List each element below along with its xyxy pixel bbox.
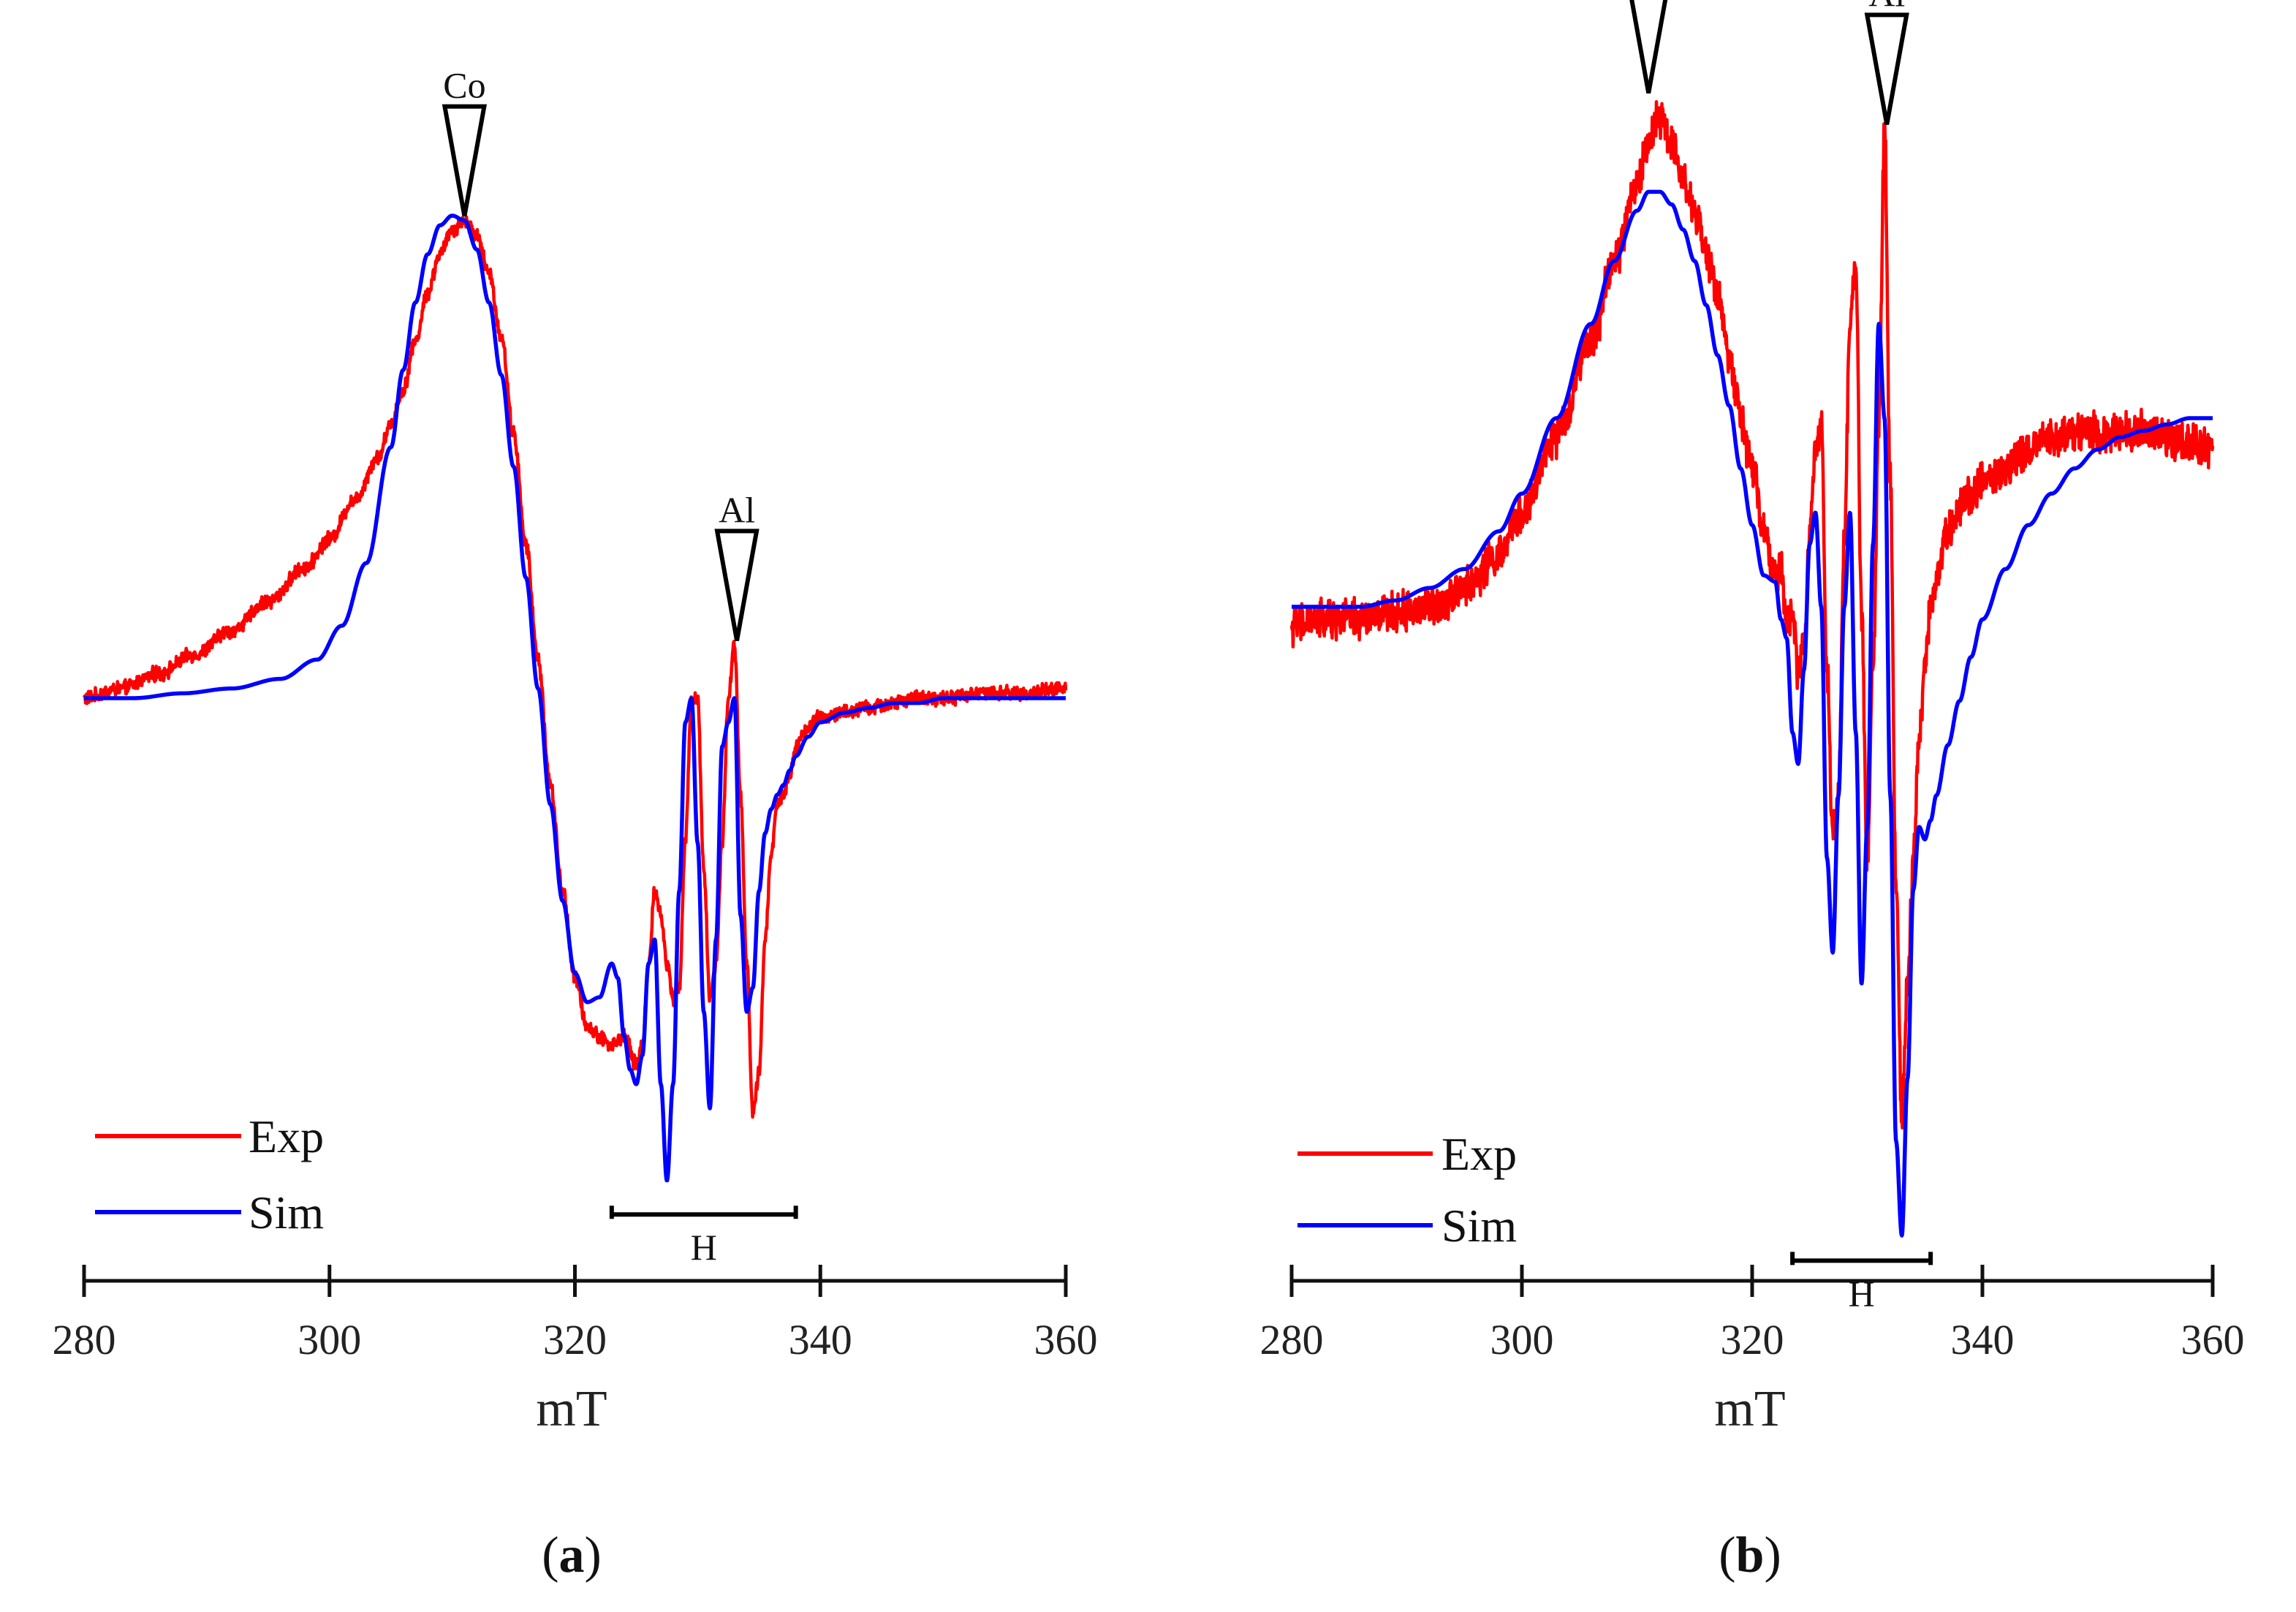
series-line-sim: [1289, 189, 2215, 1238]
peak-marker-co: [1629, 0, 1668, 94]
legend-label-exp: Exp: [249, 1110, 324, 1162]
x-axis-title: mT: [536, 1381, 607, 1437]
h-bracket: H: [1790, 1252, 1933, 1314]
panel-caption-b: (b): [1719, 1527, 1781, 1583]
legend-label-sim: Sim: [249, 1187, 324, 1238]
x-tick-label: 320: [543, 1316, 607, 1363]
legend-label-sim: Sim: [1441, 1200, 1517, 1252]
h-bracket-line: [1790, 1252, 1933, 1265]
h-bracket-label: H: [691, 1227, 717, 1268]
panel-caption-a-letter: a: [559, 1527, 585, 1583]
x-tick-label: 360: [1034, 1316, 1098, 1363]
h-bracket: H: [609, 1206, 798, 1268]
x-axis: 280 300 320 340 360: [53, 1265, 1098, 1363]
h-bracket-line: [609, 1206, 798, 1219]
legend: Exp Sim: [95, 1110, 324, 1238]
x-axis-title: mT: [1714, 1381, 1785, 1437]
peak-marker-label-co: Co: [443, 65, 485, 106]
peak-marker-co: [442, 104, 488, 217]
x-tick-label: 280: [53, 1316, 116, 1363]
series-layer: [1289, 99, 2215, 1238]
peak-marker-al: [1864, 12, 1909, 125]
x-axis: 280 300 320 340 360: [1260, 1265, 2245, 1363]
x-tick-label: 320: [1721, 1316, 1784, 1363]
series-line-exp: [82, 215, 1068, 1119]
peak-marker-label-al: Al: [719, 489, 755, 530]
x-tick-label: 280: [1260, 1316, 1324, 1363]
h-bracket-label: H: [1849, 1273, 1875, 1314]
peak-markers: Co Al: [442, 65, 759, 641]
x-tick-label: 340: [789, 1316, 852, 1363]
series-line-sim: [82, 213, 1068, 1183]
x-tick-label: 340: [1951, 1316, 2015, 1363]
x-tick-label: 300: [298, 1316, 361, 1363]
peak-marker-al: [714, 529, 759, 641]
series-line-exp: [1289, 99, 2215, 1129]
legend: Exp Sim: [1297, 1128, 1517, 1252]
series-layer: [82, 213, 1068, 1183]
panel-caption-b-letter: b: [1736, 1527, 1765, 1583]
panel-a: 280 300 320 340 360 Co Al H Exp Sim mT (a): [53, 65, 1098, 1583]
peak-marker-label-al: Al: [1868, 0, 1905, 14]
legend-label-exp: Exp: [1441, 1128, 1517, 1180]
panel-caption-a: (a): [542, 1527, 602, 1583]
x-tick-label: 300: [1490, 1316, 1554, 1363]
x-tick-label: 360: [2181, 1316, 2245, 1363]
